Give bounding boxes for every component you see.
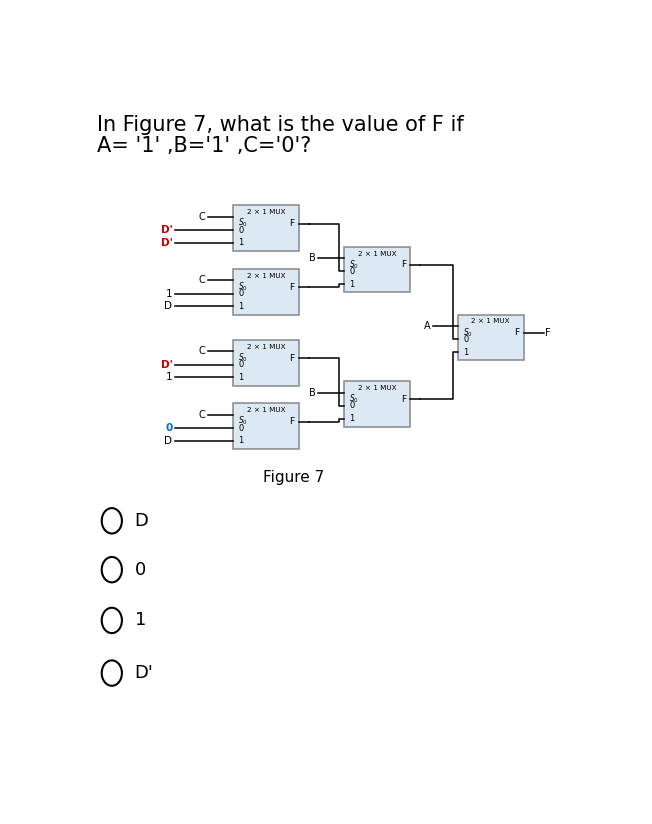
- Text: $S_0$: $S_0$: [349, 393, 359, 405]
- Text: 0: 0: [238, 424, 243, 433]
- Text: 0: 0: [165, 423, 172, 433]
- Text: C: C: [199, 212, 205, 222]
- Text: 1: 1: [238, 373, 243, 382]
- FancyBboxPatch shape: [233, 404, 299, 449]
- Text: F: F: [514, 329, 520, 337]
- Text: 0: 0: [349, 401, 355, 410]
- Text: 1: 1: [238, 238, 243, 247]
- Text: D': D': [134, 664, 153, 682]
- Text: D: D: [134, 512, 149, 530]
- Text: In Figure 7, what is the value of F if: In Figure 7, what is the value of F if: [96, 115, 464, 135]
- Text: 2 × 1 MUX: 2 × 1 MUX: [358, 250, 396, 256]
- Text: D': D': [160, 359, 172, 370]
- Text: $S_0$: $S_0$: [349, 258, 359, 270]
- Text: 1: 1: [349, 279, 355, 288]
- Text: A: A: [424, 321, 430, 331]
- Text: C: C: [199, 410, 205, 420]
- Text: F: F: [289, 353, 295, 363]
- Text: 0: 0: [134, 560, 146, 578]
- Text: $S_0$: $S_0$: [238, 280, 248, 293]
- FancyBboxPatch shape: [233, 205, 299, 251]
- Text: 0: 0: [238, 360, 243, 369]
- Text: 2 × 1 MUX: 2 × 1 MUX: [471, 318, 510, 325]
- Text: F: F: [545, 328, 551, 338]
- FancyBboxPatch shape: [233, 340, 299, 386]
- Text: F: F: [289, 417, 295, 426]
- Text: F: F: [401, 395, 406, 404]
- FancyBboxPatch shape: [233, 269, 299, 315]
- Text: 0: 0: [463, 335, 468, 344]
- Text: D: D: [164, 436, 172, 446]
- Text: 2 × 1 MUX: 2 × 1 MUX: [246, 407, 285, 414]
- Text: F: F: [289, 219, 295, 228]
- Text: $S_0$: $S_0$: [238, 351, 248, 364]
- Text: F: F: [401, 260, 406, 269]
- Text: 1: 1: [463, 348, 468, 357]
- Text: 2 × 1 MUX: 2 × 1 MUX: [246, 344, 285, 350]
- Text: 1: 1: [134, 611, 146, 630]
- FancyBboxPatch shape: [344, 246, 410, 293]
- Text: 0: 0: [349, 267, 355, 276]
- Text: B: B: [308, 253, 316, 263]
- Text: D': D': [160, 238, 172, 248]
- Text: 1: 1: [238, 302, 243, 311]
- FancyBboxPatch shape: [458, 315, 524, 360]
- Text: 2 × 1 MUX: 2 × 1 MUX: [358, 385, 396, 391]
- Text: 2 × 1 MUX: 2 × 1 MUX: [246, 209, 285, 215]
- Text: C: C: [199, 346, 205, 357]
- Text: D: D: [164, 302, 172, 311]
- Text: 1: 1: [349, 414, 355, 424]
- Text: Figure 7: Figure 7: [263, 470, 324, 485]
- Text: A= '1' ,B='1' ,C='0'?: A= '1' ,B='1' ,C='0'?: [96, 136, 311, 156]
- Text: $S_0$: $S_0$: [238, 217, 248, 229]
- Text: 1: 1: [166, 372, 172, 382]
- Text: F: F: [289, 283, 295, 292]
- Text: 1: 1: [166, 288, 172, 298]
- Text: 0: 0: [238, 289, 243, 298]
- Text: $S_0$: $S_0$: [463, 326, 473, 339]
- Text: $S_0$: $S_0$: [238, 414, 248, 428]
- Text: 2 × 1 MUX: 2 × 1 MUX: [246, 273, 285, 279]
- Text: 1: 1: [238, 437, 243, 446]
- Text: C: C: [199, 275, 205, 285]
- Text: 0: 0: [238, 226, 243, 235]
- FancyBboxPatch shape: [344, 382, 410, 427]
- Text: B: B: [308, 387, 316, 398]
- Text: D': D': [160, 225, 172, 235]
